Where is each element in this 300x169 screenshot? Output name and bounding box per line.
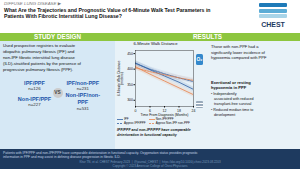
html-text:Non-IPF/PPF: Non-IPF/PPF	[155, 117, 174, 121]
html-text:Copyright © 2023 American Coll: Copyright © 2023 American College of Che…	[112, 163, 188, 168]
html-text:DIFFUSE LUNG DISEASE ▶: DIFFUSE LUNG DISEASE ▶	[4, 1, 62, 6]
html-text:Approx IPF/PPF: Approx IPF/PPF	[124, 121, 146, 125]
html-text:Khur TN, et al. CHEST February: Khur TN, et al. CHEST February 2023 | @j…	[79, 159, 221, 164]
html-text:O₂: O₂	[196, 56, 203, 62]
html-text:IPF/non-PPF: IPF/non-PPF	[66, 79, 100, 86]
html-text:Non-IPF/PPF: Non-IPF/PPF	[17, 95, 52, 102]
html-text:Exertional or resting hypoxemi: Exertional or resting hypoxemia in PPF	[211, 80, 251, 91]
html-text:IPF/PPF: IPF/PPF	[24, 79, 45, 86]
svg-text:400: 400	[127, 67, 133, 71]
html-text:CHEST: CHEST	[261, 20, 285, 27]
html-text:Used prospective registries to: Used prospective registries to evaluate …	[3, 43, 81, 73]
html-text:n=531: n=531	[76, 105, 89, 111]
html-text:RESULTS: RESULTS	[193, 32, 222, 40]
html-text:Approx Non-IPF non-PPF: Approx Non-IPF non-PPF	[155, 121, 190, 125]
html-text:n=227: n=227	[28, 102, 41, 107]
html-text:n=126: n=126	[28, 86, 41, 91]
html-text:Patients with IPF/PPF and non-: Patients with IPF/PPF and non-IPF/PPF ha…	[3, 150, 198, 159]
svg-text:18: 18	[177, 108, 181, 113]
html-text:What Are the Trajectories and: What Are the Trajectories and Prognostic…	[4, 6, 211, 13]
svg-text:450: 450	[127, 52, 133, 56]
svg-text:6: 6	[149, 108, 151, 113]
svg-text:350: 350	[127, 83, 133, 87]
svg-text:12: 12	[162, 108, 167, 113]
html-text:IPF/PPF and non-IPF/PPF have c: IPF/PPF and non-IPF/PPF have comparable …	[117, 128, 191, 137]
svg-text:Time From Diagnosis (Months): Time From Diagnosis (Months)	[141, 112, 189, 116]
svg-text:0: 0	[135, 108, 137, 112]
html-text:Patients With Fibrotic Interst: Patients With Fibrotic Interstitial Lung…	[4, 12, 122, 19]
html-text:• Independently associated wit: • Independently associated with reduced …	[211, 92, 254, 106]
svg-text:6-Minute Walk Distance(meters): 6-Minute Walk Distance(meters)	[117, 61, 124, 97]
html-text:IPF: IPF	[124, 117, 129, 121]
html-text:• Reduced median time to devel: • Reduced median time to development	[211, 108, 254, 117]
svg-text:24: 24	[192, 108, 196, 112]
html-text:Those with non-PPF had a signi: Those with non-PPF had a significantly l…	[211, 44, 267, 61]
html-text:6-Minute Walk Distance: 6-Minute Walk Distance	[133, 41, 178, 46]
html-text:Non-IPF/non- PPF: Non-IPF/non- PPF	[65, 92, 101, 106]
html-text:VS: VS	[54, 89, 61, 95]
svg-text:300: 300	[127, 98, 133, 102]
html-text:STUDY DESIGN: STUDY DESIGN	[33, 32, 82, 40]
html-text:n=231: n=231	[76, 86, 89, 91]
